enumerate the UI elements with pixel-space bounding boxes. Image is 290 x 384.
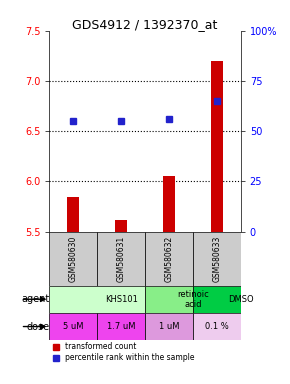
Legend: transformed count, percentile rank within the sample: transformed count, percentile rank withi… xyxy=(53,343,195,362)
Bar xyxy=(67,197,79,232)
Bar xyxy=(115,220,127,232)
Text: KHS101: KHS101 xyxy=(105,295,137,304)
Bar xyxy=(97,232,145,286)
Text: DMSO: DMSO xyxy=(228,295,253,304)
Text: 1 uM: 1 uM xyxy=(159,322,179,331)
Text: 0.1 %: 0.1 % xyxy=(205,322,229,331)
Bar xyxy=(145,232,193,286)
Text: GSM580632: GSM580632 xyxy=(164,235,173,282)
Bar xyxy=(145,286,193,313)
Text: GSM580633: GSM580633 xyxy=(212,235,221,282)
Bar xyxy=(49,232,97,286)
Text: 5 uM: 5 uM xyxy=(63,322,84,331)
Bar xyxy=(49,286,145,313)
Bar xyxy=(163,177,175,232)
Text: retinoic
acid: retinoic acid xyxy=(177,290,209,309)
Bar xyxy=(193,286,241,313)
Bar xyxy=(145,313,193,340)
Bar xyxy=(193,232,241,286)
Text: GSM580630: GSM580630 xyxy=(69,235,78,282)
Text: GSM580631: GSM580631 xyxy=(117,235,126,282)
Title: GDS4912 / 1392370_at: GDS4912 / 1392370_at xyxy=(72,18,218,31)
Text: agent: agent xyxy=(21,294,49,304)
Text: dose: dose xyxy=(26,321,49,331)
Bar xyxy=(49,313,97,340)
Text: 1.7 uM: 1.7 uM xyxy=(107,322,135,331)
Bar xyxy=(211,61,223,232)
Bar xyxy=(97,313,145,340)
Bar xyxy=(193,313,241,340)
